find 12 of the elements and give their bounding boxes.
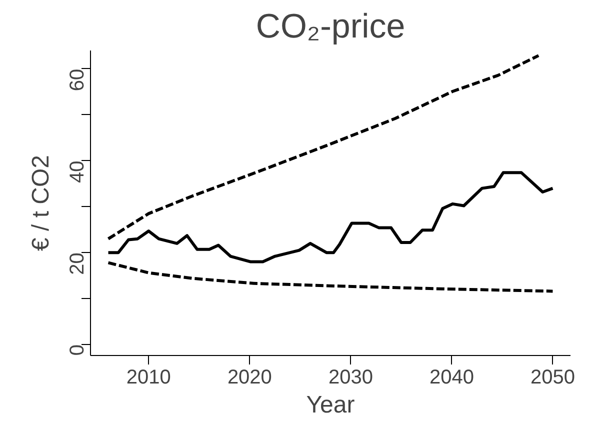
y-axis-title: € / t CO2 (28, 154, 54, 252)
x-tick-label: 2050 (530, 366, 575, 388)
x-tick-label: 2040 (429, 366, 474, 388)
chart-title: CO₂-price (256, 8, 406, 46)
x-axis-title: Year (306, 392, 355, 418)
x-tick-label: 2030 (328, 366, 373, 388)
x-tick-label: 2020 (227, 366, 272, 388)
y-tick-label: 40 (66, 160, 88, 183)
y-tick-label: 20 (66, 252, 88, 275)
x-tick-label: 2010 (126, 366, 171, 388)
y-tick-label: 60 (66, 68, 88, 92)
y-tick-label: 0 (66, 344, 88, 356)
